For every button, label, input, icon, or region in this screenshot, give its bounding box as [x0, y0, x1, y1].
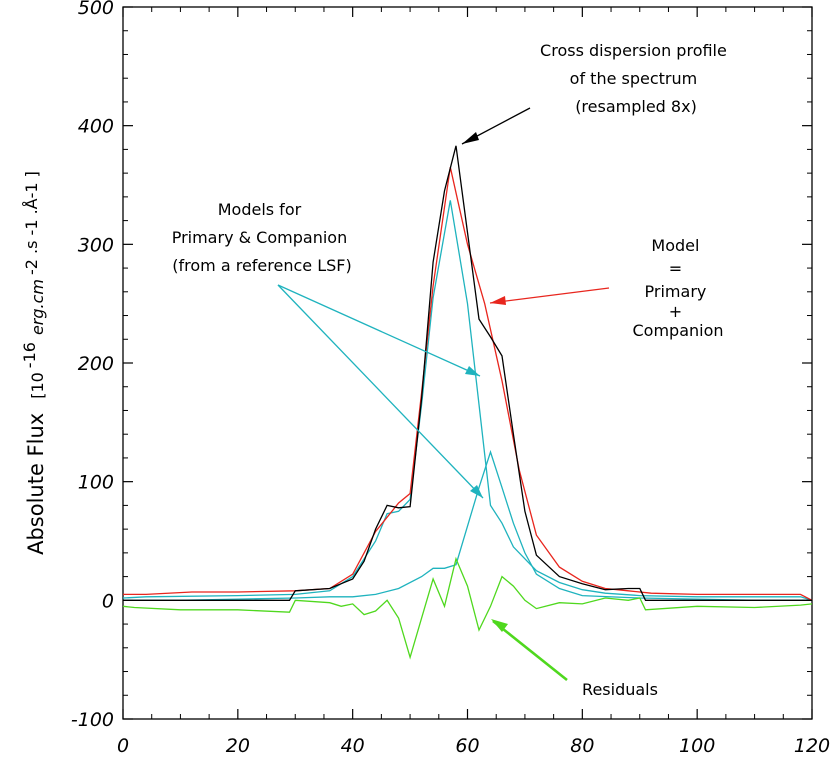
annotation-model-sum: Model = Primary + Companion: [632, 236, 723, 340]
y-axis-label: Absolute Flux [10 -16 erg.cm -2 .s -1 .Å…: [20, 171, 48, 555]
annotation-model-line-1: Model: [651, 236, 699, 255]
series-line-residuals: [122, 556, 813, 660]
plot-frame: [122, 6, 813, 720]
x-tick-label-80: 80: [570, 735, 594, 757]
y-tick-label-100: 100: [78, 472, 114, 494]
y-axis-unit-exp: -16: [20, 342, 39, 368]
x-tick-label-60: 60: [455, 735, 479, 757]
arrow-companion: [277, 284, 484, 499]
ticks: [122, 6, 813, 720]
arrow-spectrum: [461, 107, 531, 145]
x-tick-label-20: 20: [226, 735, 250, 757]
annotation-model-line-3: Primary: [645, 282, 707, 301]
x-tick-label-120: 120: [794, 735, 830, 757]
annotation-models-line-1: Models for: [218, 200, 302, 219]
annotation-models: Models for Primary & Companion (from a r…: [172, 200, 353, 275]
y-tick-label-200: 200: [78, 353, 114, 375]
annotation-spectrum-line-3: (resampled 8x): [575, 97, 697, 116]
annotation-models-line-3: (from a reference LSF): [172, 256, 351, 275]
svg-text:Model = Primary: Model = Primary + Companion: [632, 236, 723, 340]
y-tick-label-500: 500: [78, 0, 114, 19]
x-tick-label-40: 40: [341, 735, 365, 757]
annotation-models-line-2: Primary & Companion: [172, 228, 348, 247]
y-tick-label-300: 300: [78, 234, 114, 256]
annotation-spectrum: Cross dispersion profile of the spectrum…: [540, 41, 732, 116]
y-tick-label-0: 0: [102, 590, 114, 612]
annotation-spectrum-line-1: Cross dispersion profile: [540, 41, 727, 60]
y-axis-unit-rest: -2 .s -1 .Å-1 ]: [22, 171, 41, 275]
y-axis-unit-main: erg.cm: [28, 279, 47, 335]
arrow-primary: [277, 284, 481, 377]
annotation-residuals: Residuals: [582, 680, 658, 699]
svg-text:Absolute Flux [10: Absolute Flux [10 -16 erg.cm -2 .s -1 .Å…: [20, 171, 48, 555]
x-tick-label-0: 0: [117, 735, 129, 757]
annotation-residuals-line-1: Residuals: [582, 680, 658, 699]
svg-text:Cross dispersion profile: Cross dispersion profile of the spectrum…: [540, 41, 732, 116]
arrow-model: [489, 287, 610, 305]
series-line-companion: [123, 449, 812, 601]
y-axis-unit-prefix: [10: [28, 372, 47, 399]
y-tick-label--100: -100: [71, 709, 114, 731]
svg-text:Models for Primary & Com: Models for Primary & Companion (from a r…: [172, 200, 353, 275]
series-line-spectrum: [123, 145, 812, 601]
arrows: [277, 107, 610, 682]
annotation-model-line-5: Companion: [632, 321, 723, 340]
y-axis-title: Absolute Flux: [24, 413, 48, 555]
arrow-residuals: [491, 619, 568, 682]
annotation-model-line-4: +: [669, 302, 682, 321]
annotation-model-line-2: =: [669, 259, 682, 278]
series-layer: [122, 145, 813, 660]
annotation-spectrum-line-2: of the spectrum: [570, 69, 698, 88]
y-tick-label-400: 400: [78, 116, 114, 138]
x-tick-label-100: 100: [679, 735, 715, 757]
axes: [122, 6, 813, 720]
